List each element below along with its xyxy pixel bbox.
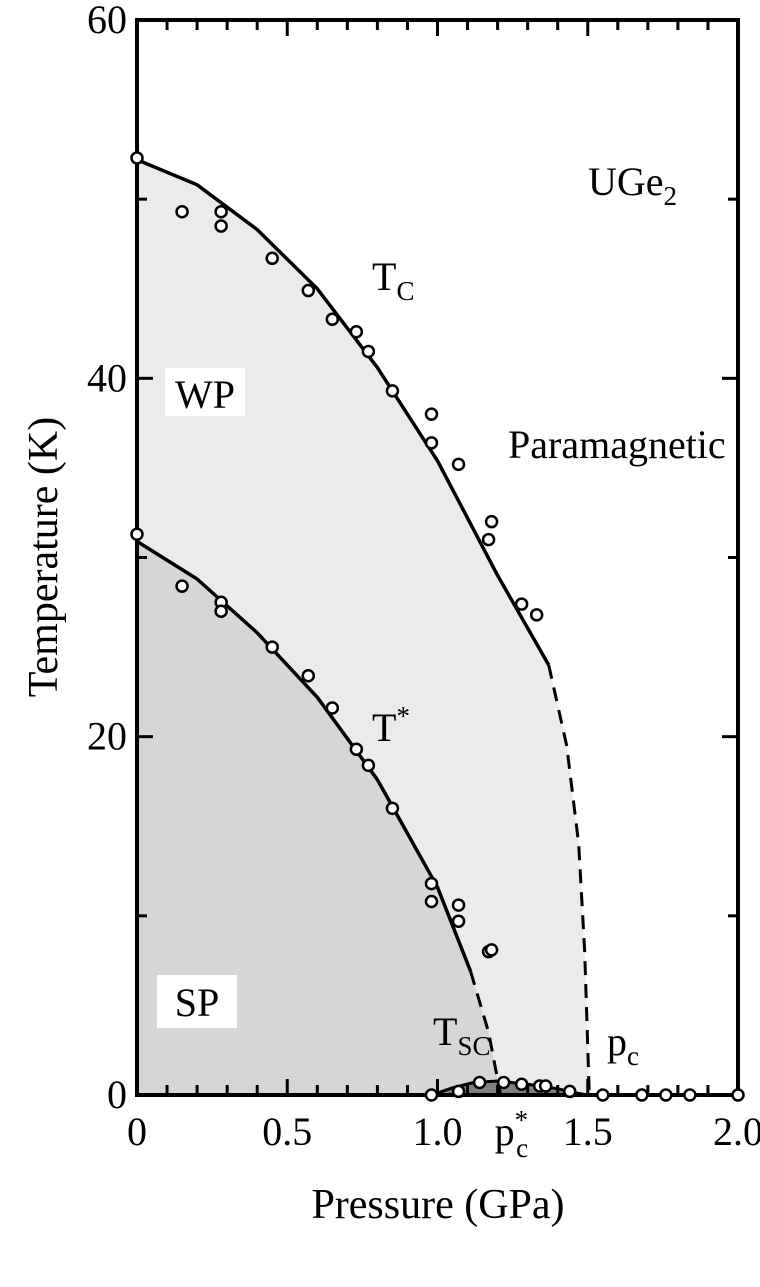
y-tick-label: 20 [87,714,127,759]
tsc-data-point [635,1088,649,1102]
tc-data-point [130,151,144,165]
paramagnetic-label: Paramagnetic [508,422,726,467]
phase-regions [137,159,590,1096]
tstar-data-point [385,801,400,816]
tc-data-point [301,283,316,298]
y-tick-label: 40 [87,355,127,400]
compound-label: UGe2 [588,159,677,211]
tc-data-point [424,436,439,450]
y-axis-title: Temperature (K) [21,417,67,697]
x-tick-label: 1.5 [563,1109,613,1154]
sp-region-label: SP [157,975,237,1028]
tc-data-point [214,219,228,233]
tsc-data-point [496,1075,511,1090]
tstar-data-point [325,701,340,715]
tc-data-point [424,407,439,421]
x-axis-title: Pressure (GPa) [311,1182,564,1228]
x-tick-label: 0 [127,1109,147,1154]
tc-data-point [514,597,529,611]
tc-dashed-extension [547,664,591,1096]
tsc-curve-label: TSC [433,1009,490,1061]
tsc-data-point [472,1075,487,1090]
tc-data-point [484,514,499,529]
pc-label: pc [607,1019,639,1071]
tstar-data-point [214,604,228,618]
tstar-data-point [424,894,439,909]
data-points [130,151,745,1102]
axis-ticks: 0 20 40 60 0 0.5 1.0 1.5 2.0 p* c [87,0,760,1163]
tsc-data-point [596,1088,610,1102]
tc-data-point [451,457,466,472]
pc-star-tick-label: p* c [495,1105,529,1163]
tc-curve [136,158,551,666]
tstar-data-point [130,527,144,541]
tc-data-point [481,532,496,547]
tstar-data-point [175,579,189,593]
chart-labels: Pressure (GPa) Temperature (K) WP SP Par… [21,159,726,1228]
tc-data-point [265,251,279,266]
tstar-data-point [301,669,316,683]
y-tick-label: 60 [87,0,127,42]
tc-data-point [175,204,189,219]
tstar-curve-label: T* [372,701,410,750]
tsc-data-point [538,1079,553,1093]
wp-region-label: WP [165,368,245,417]
tstar-data-point [424,876,439,891]
tc-data-point [385,384,400,398]
strong-ferromagnetic-region [137,541,501,1095]
tsc-data-point [659,1088,673,1102]
tstar-data-point [265,640,279,654]
tc-data-point [529,608,544,622]
tsc-data-point [451,1084,466,1099]
tc-data-point [214,204,228,219]
tsc-data-point [424,1088,439,1102]
tc-data-point [325,312,340,326]
x-tick-label: 0.5 [262,1109,312,1154]
x-tick-label: 2.0 [713,1109,760,1154]
svg-text:WP: WP [175,372,235,417]
tstar-data-point [349,742,364,756]
tc-data-point [361,344,376,359]
tc-data-point [349,325,364,339]
svg-text:SP: SP [175,980,220,1025]
tstar-curve [136,539,473,973]
y-tick-label: 0 [107,1072,127,1117]
x-tick-label: 1.0 [413,1109,463,1154]
tsc-data-point [731,1088,745,1102]
tsc-data-point [514,1077,529,1091]
tsc-data-point [562,1084,577,1099]
tstar-data-point [451,898,466,912]
tstar-data-point [451,914,466,928]
tstar-data-point [361,758,376,773]
tsc-data-point [683,1088,697,1102]
tstar-data-point [484,943,499,957]
tc-curve-label: TC [372,254,414,306]
